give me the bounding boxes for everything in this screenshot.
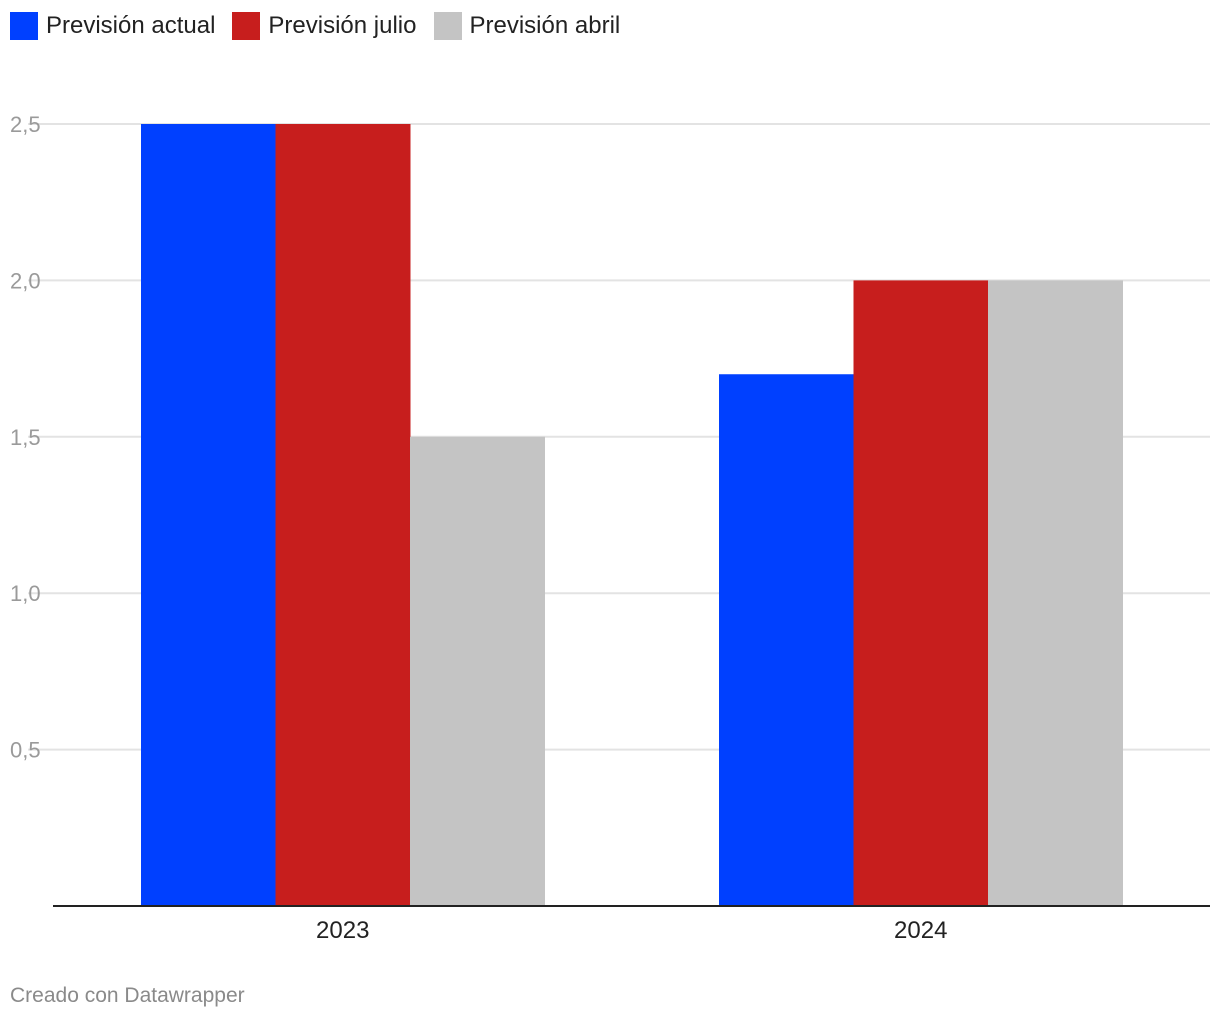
y-tick-label: 2,5 (10, 112, 41, 137)
bar-chart: 0,5 1,0 1,5 2,0 2,5 2023 2024 (10, 112, 1210, 944)
y-tick-label: 1,5 (10, 425, 41, 450)
legend-item-prevision-abril: Previsión abril (433, 12, 621, 40)
axes: 2023 2024 (53, 905, 1210, 944)
bars (141, 124, 1123, 906)
legend-item-prevision-julio: Previsión julio (232, 12, 417, 40)
legend-item-prevision-actual: Previsión actual (10, 12, 215, 40)
bar-2024-series-0 (719, 374, 854, 906)
legend-swatch-prevision-abril (433, 12, 462, 40)
bar-2024-series-1 (853, 280, 989, 906)
bar-2024-series-2 (988, 280, 1123, 906)
legend-label-prevision-actual: Previsión actual (46, 12, 216, 39)
x-tick-label-2023: 2023 (316, 917, 369, 944)
legend-label-prevision-julio: Previsión julio (268, 12, 417, 39)
x-tick-label-2024: 2024 (894, 917, 947, 944)
y-tick-label: 1,0 (10, 581, 41, 606)
y-tick-label: 2,0 (10, 268, 41, 293)
bar-2023-series-0 (141, 124, 276, 906)
bar-2023-series-1 (275, 124, 411, 906)
chart-legend: Previsión actual Previsión julio Previsi… (10, 10, 637, 42)
legend-swatch-prevision-actual (10, 12, 38, 40)
bar-2023-series-2 (410, 436, 545, 906)
legend-swatch-prevision-julio (232, 12, 261, 40)
y-tick-label: 0,5 (10, 738, 41, 763)
footer-credit: Creado con Datawrapper (10, 984, 245, 1007)
legend-label-prevision-abril: Previsión abril (469, 12, 621, 39)
